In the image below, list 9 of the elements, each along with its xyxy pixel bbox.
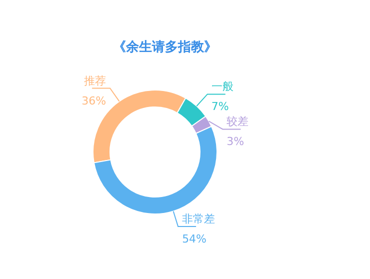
slice-label: 非常差 <box>182 212 216 226</box>
slice-label: 一般 <box>211 80 234 94</box>
slice-label: 较差 <box>226 115 249 128</box>
data-label: 36% <box>82 94 106 108</box>
title: 《余生请多指教》 <box>113 40 217 55</box>
data-label: 54% <box>182 232 207 246</box>
data-label: 7% <box>211 100 229 114</box>
data-label: 3% <box>226 135 244 148</box>
slice-label: 推荐 <box>84 74 106 88</box>
